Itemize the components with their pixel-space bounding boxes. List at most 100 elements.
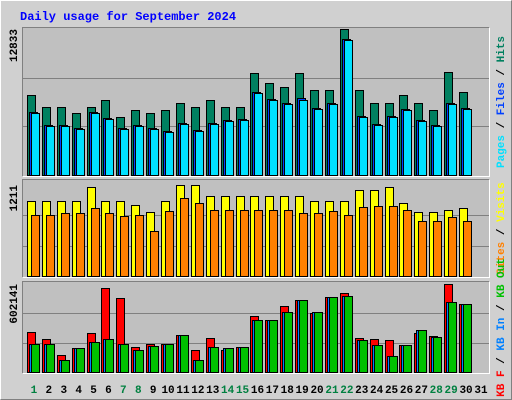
bar xyxy=(344,215,353,277)
bar xyxy=(225,348,234,373)
bar xyxy=(448,104,457,176)
x-tick-label: 22 xyxy=(340,385,353,397)
bar xyxy=(448,302,457,373)
x-tick-label: 15 xyxy=(236,385,250,397)
bar xyxy=(180,124,189,176)
legend-separator: / xyxy=(496,115,508,135)
bar xyxy=(254,93,263,176)
bar xyxy=(76,348,85,373)
panel-bevel-dark xyxy=(22,179,490,278)
x-tick-label: 17 xyxy=(266,385,279,397)
bar xyxy=(463,109,472,176)
legend-separator: / xyxy=(496,298,508,318)
bar xyxy=(329,211,338,277)
legend-entry: Hits xyxy=(496,36,508,62)
bar xyxy=(374,125,383,176)
x-tick-label: 1 xyxy=(31,385,38,397)
bar xyxy=(135,215,144,277)
bar xyxy=(120,129,129,176)
bar xyxy=(269,100,278,176)
bar xyxy=(314,312,323,373)
bar xyxy=(359,117,368,176)
panel-bevel-dark xyxy=(22,27,490,177)
bar xyxy=(210,210,219,277)
bar xyxy=(403,110,412,176)
x-tick-label: 28 xyxy=(430,385,444,397)
bar xyxy=(61,360,70,373)
bar xyxy=(46,126,55,176)
bar xyxy=(314,109,323,176)
x-tick-label: 21 xyxy=(325,385,339,397)
x-tick-label: 14 xyxy=(221,385,235,397)
x-tick-label: 24 xyxy=(370,385,384,397)
legend-separator: / xyxy=(496,222,508,242)
x-tick-label: 16 xyxy=(251,385,264,397)
x-tick-label: 31 xyxy=(474,385,488,397)
bar xyxy=(344,40,353,176)
bar xyxy=(403,345,412,373)
bar xyxy=(120,216,129,277)
bar xyxy=(463,304,472,373)
x-tick-label: 19 xyxy=(296,385,309,397)
bar xyxy=(135,126,144,176)
bar xyxy=(135,350,144,373)
bar xyxy=(389,117,398,176)
bar xyxy=(105,339,114,373)
x-tick-label: 12 xyxy=(191,385,204,397)
x-tick-label: 6 xyxy=(105,385,112,397)
bar xyxy=(240,210,249,277)
bar xyxy=(195,131,204,176)
legend-entry: Sites xyxy=(496,242,508,275)
bar xyxy=(31,344,40,373)
y-tick-label: 1211 xyxy=(9,185,21,212)
bar xyxy=(269,210,278,277)
legend-entry: KB In xyxy=(496,318,508,351)
x-tick-label: 9 xyxy=(150,385,157,397)
bar xyxy=(433,221,442,277)
bar xyxy=(210,124,219,176)
bar xyxy=(344,296,353,373)
x-tick-label: 30 xyxy=(459,385,472,397)
x-tick-label: 13 xyxy=(206,385,220,397)
bar xyxy=(46,344,55,373)
bar xyxy=(329,104,338,176)
panel-bevel-light xyxy=(22,27,490,177)
bar xyxy=(359,340,368,373)
bar xyxy=(418,221,427,277)
bar xyxy=(165,132,174,176)
x-tick-label: 27 xyxy=(415,385,428,397)
x-tick-label: 4 xyxy=(75,385,82,397)
bar xyxy=(269,320,278,373)
x-tick-label: 18 xyxy=(281,385,295,397)
bar xyxy=(150,346,159,373)
x-tick-label: 20 xyxy=(310,385,323,397)
bar xyxy=(463,221,472,277)
chart-title: Daily usage for September 2024 xyxy=(20,10,236,24)
bar xyxy=(150,231,159,277)
legend-separator: / xyxy=(496,62,508,82)
bar xyxy=(433,337,442,373)
legend: Pages / Files / Hits xyxy=(496,36,508,168)
bar xyxy=(31,215,40,277)
panel-bevel-light xyxy=(22,281,490,374)
bar xyxy=(433,126,442,176)
x-tick-label: 5 xyxy=(90,385,97,397)
bar xyxy=(254,320,263,373)
bar xyxy=(225,121,234,176)
bar xyxy=(31,113,40,176)
bar xyxy=(76,213,85,277)
x-tick-label: 7 xyxy=(120,385,127,397)
bar xyxy=(299,213,308,277)
bar xyxy=(299,300,308,373)
bar xyxy=(359,207,368,277)
legend-entry: Visits xyxy=(496,182,508,222)
bar xyxy=(180,198,189,277)
bar xyxy=(150,129,159,176)
bar xyxy=(210,347,219,373)
bar xyxy=(61,213,70,277)
x-tick-label: 11 xyxy=(176,385,190,397)
panel-bevel-dark xyxy=(22,281,490,374)
